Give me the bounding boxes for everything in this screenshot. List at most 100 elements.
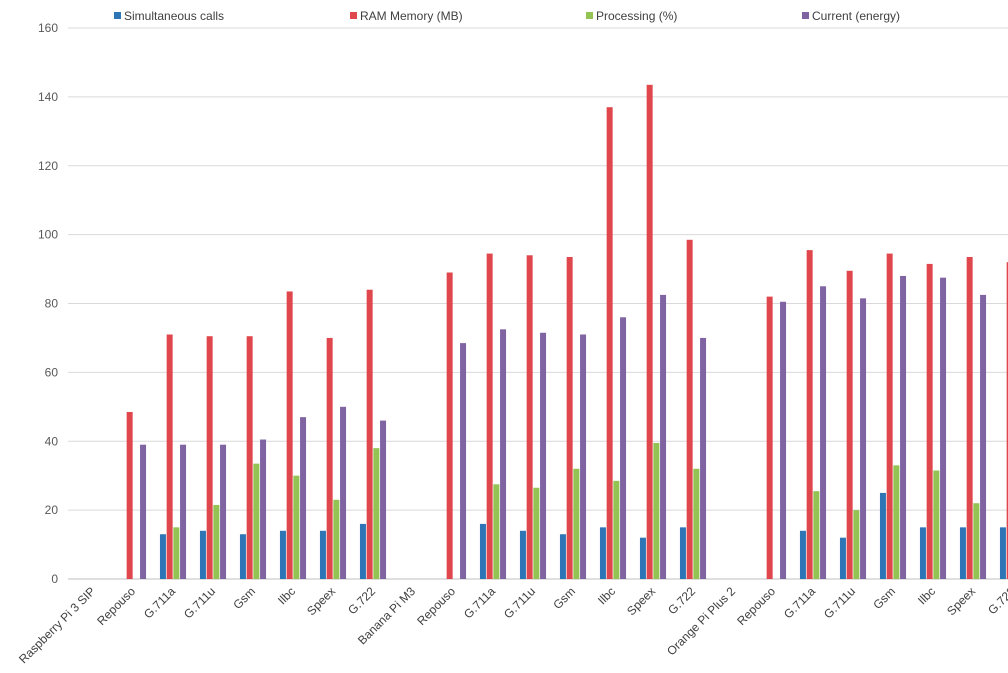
y-tick-label: 100 xyxy=(38,228,58,242)
bar xyxy=(879,492,886,579)
bar xyxy=(479,523,486,579)
bar xyxy=(599,527,606,579)
bar xyxy=(333,499,340,579)
x-category-label: G.722 xyxy=(345,584,378,617)
bar xyxy=(813,491,820,579)
bar xyxy=(839,537,846,579)
bar xyxy=(486,253,493,580)
y-axis-tick-labels: 0 20 40 60 80 100 120 140 160 xyxy=(38,21,58,586)
x-category-label: Ilbc xyxy=(275,584,298,607)
bar xyxy=(446,272,453,579)
bar xyxy=(340,406,347,579)
bar xyxy=(213,504,220,579)
x-category-label: G.711a xyxy=(141,584,178,621)
legend-item-ram-memory: RAM Memory (MB) xyxy=(350,9,463,23)
bar xyxy=(526,255,533,579)
legend-label: RAM Memory (MB) xyxy=(360,9,463,23)
bar xyxy=(286,291,293,579)
bar xyxy=(199,530,206,579)
bar xyxy=(926,263,933,579)
y-tick-label: 80 xyxy=(45,297,59,311)
legend-swatch xyxy=(586,12,593,19)
bar xyxy=(573,468,580,579)
x-category-label: Speex xyxy=(304,584,338,618)
bar xyxy=(686,239,693,579)
bar xyxy=(980,294,987,579)
bar xyxy=(300,417,307,579)
bar xyxy=(173,527,180,579)
legend-item-processing: Processing (%) xyxy=(586,9,677,23)
bar xyxy=(820,286,827,579)
bar xyxy=(460,343,467,579)
x-category-label: G.711a xyxy=(461,584,498,621)
x-category-label: Ilbc xyxy=(915,584,938,607)
bar xyxy=(220,444,227,579)
bar xyxy=(180,444,187,579)
bar xyxy=(613,480,620,579)
bar xyxy=(900,275,907,579)
bar xyxy=(959,527,966,579)
x-category-label: G.722 xyxy=(665,584,698,617)
x-category-label: Raspberry Pi 3 SIP xyxy=(16,584,98,666)
x-category-label: G.711u xyxy=(821,584,858,621)
bar xyxy=(893,465,900,579)
bar xyxy=(846,270,853,579)
bar xyxy=(799,530,806,579)
y-tick-label: 20 xyxy=(45,503,59,517)
bar xyxy=(653,442,660,579)
x-category-label: G.711a xyxy=(781,584,818,621)
bar xyxy=(519,530,526,579)
bar xyxy=(660,294,667,579)
x-category-label: G.711u xyxy=(181,584,218,621)
x-category-label: Ilbc xyxy=(595,584,618,607)
bar xyxy=(319,530,326,579)
bar xyxy=(279,530,286,579)
x-category-label: Gsm xyxy=(550,584,578,612)
bar xyxy=(140,444,147,579)
bar xyxy=(533,487,540,579)
bar xyxy=(693,468,700,579)
x-category-label: Orange Pi Plus 2 xyxy=(664,584,738,658)
bar xyxy=(373,448,380,579)
x-category-label: Gsm xyxy=(230,584,258,612)
bar xyxy=(206,336,213,579)
x-category-label: G.711u xyxy=(501,584,538,621)
x-category-label: G.722 xyxy=(985,584,1008,617)
bar xyxy=(1006,262,1008,579)
bar xyxy=(966,257,973,579)
bar xyxy=(166,334,173,579)
y-tick-label: 120 xyxy=(38,159,58,173)
bar xyxy=(293,475,300,579)
bar xyxy=(766,296,773,579)
bar xyxy=(933,470,940,579)
bar xyxy=(679,527,686,579)
bar xyxy=(973,503,980,579)
y-tick-label: 0 xyxy=(51,572,58,586)
bar xyxy=(380,420,387,579)
bar xyxy=(493,484,500,579)
bar xyxy=(780,301,787,579)
bar xyxy=(246,336,253,579)
y-tick-label: 140 xyxy=(38,90,58,104)
legend-label: Simultaneous calls xyxy=(124,9,225,23)
bar xyxy=(500,329,507,579)
legend-swatch xyxy=(350,12,357,19)
bar xyxy=(999,527,1006,579)
bar xyxy=(886,253,893,580)
y-tick-label: 160 xyxy=(38,21,58,35)
bar xyxy=(620,317,627,579)
legend-item-simultaneous-calls: Simultaneous calls xyxy=(114,9,224,23)
bar xyxy=(260,439,267,579)
x-category-label: Repouso xyxy=(94,584,138,628)
y-tick-label: 60 xyxy=(45,365,59,379)
x-category-label: Repouso xyxy=(734,584,778,628)
legend-swatch xyxy=(114,12,121,19)
x-category-label: Gsm xyxy=(870,584,898,612)
bar xyxy=(860,298,867,579)
bar xyxy=(540,332,547,579)
legend-label: Processing (%) xyxy=(596,9,678,23)
bar xyxy=(559,534,566,579)
bar xyxy=(646,84,653,580)
bar xyxy=(159,534,166,579)
